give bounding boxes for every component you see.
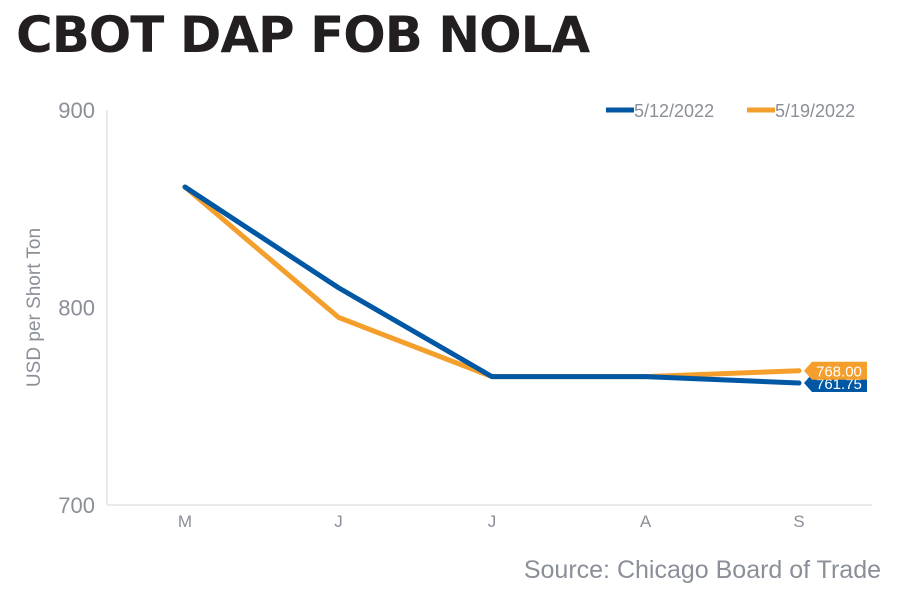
chart-title: CBOT DAP FOB NOLA [16,6,590,64]
x-tick-label: S [793,512,804,531]
x-tick-label: J [488,512,497,531]
y-tick-label: 900 [58,98,95,123]
x-tick-label: J [334,512,343,531]
source-note: Source: Chicago Board of Trade [523,556,881,584]
series-layer [182,184,802,386]
end-label-tag [804,361,867,380]
y-axis-label: USD per Short Ton [24,228,45,387]
axes: 700 800 900 M J J A S USD per Short Ton [24,98,872,531]
end-label-value: 768.00 [816,364,862,381]
legend: 5/12/2022 5/19/2022 [606,101,855,121]
x-tick-label: M [178,512,192,531]
y-tick-label: 700 [58,493,95,518]
series-line-5-12-2022 [182,184,802,386]
end-label-value: 761.75 [816,376,862,393]
legend-label: 5/12/2022 [634,101,714,121]
y-tick-label: 800 [58,296,95,321]
legend-label: 5/19/2022 [775,101,855,121]
series-line-5-19-2022 [182,184,802,380]
x-tick-label: A [640,512,652,531]
